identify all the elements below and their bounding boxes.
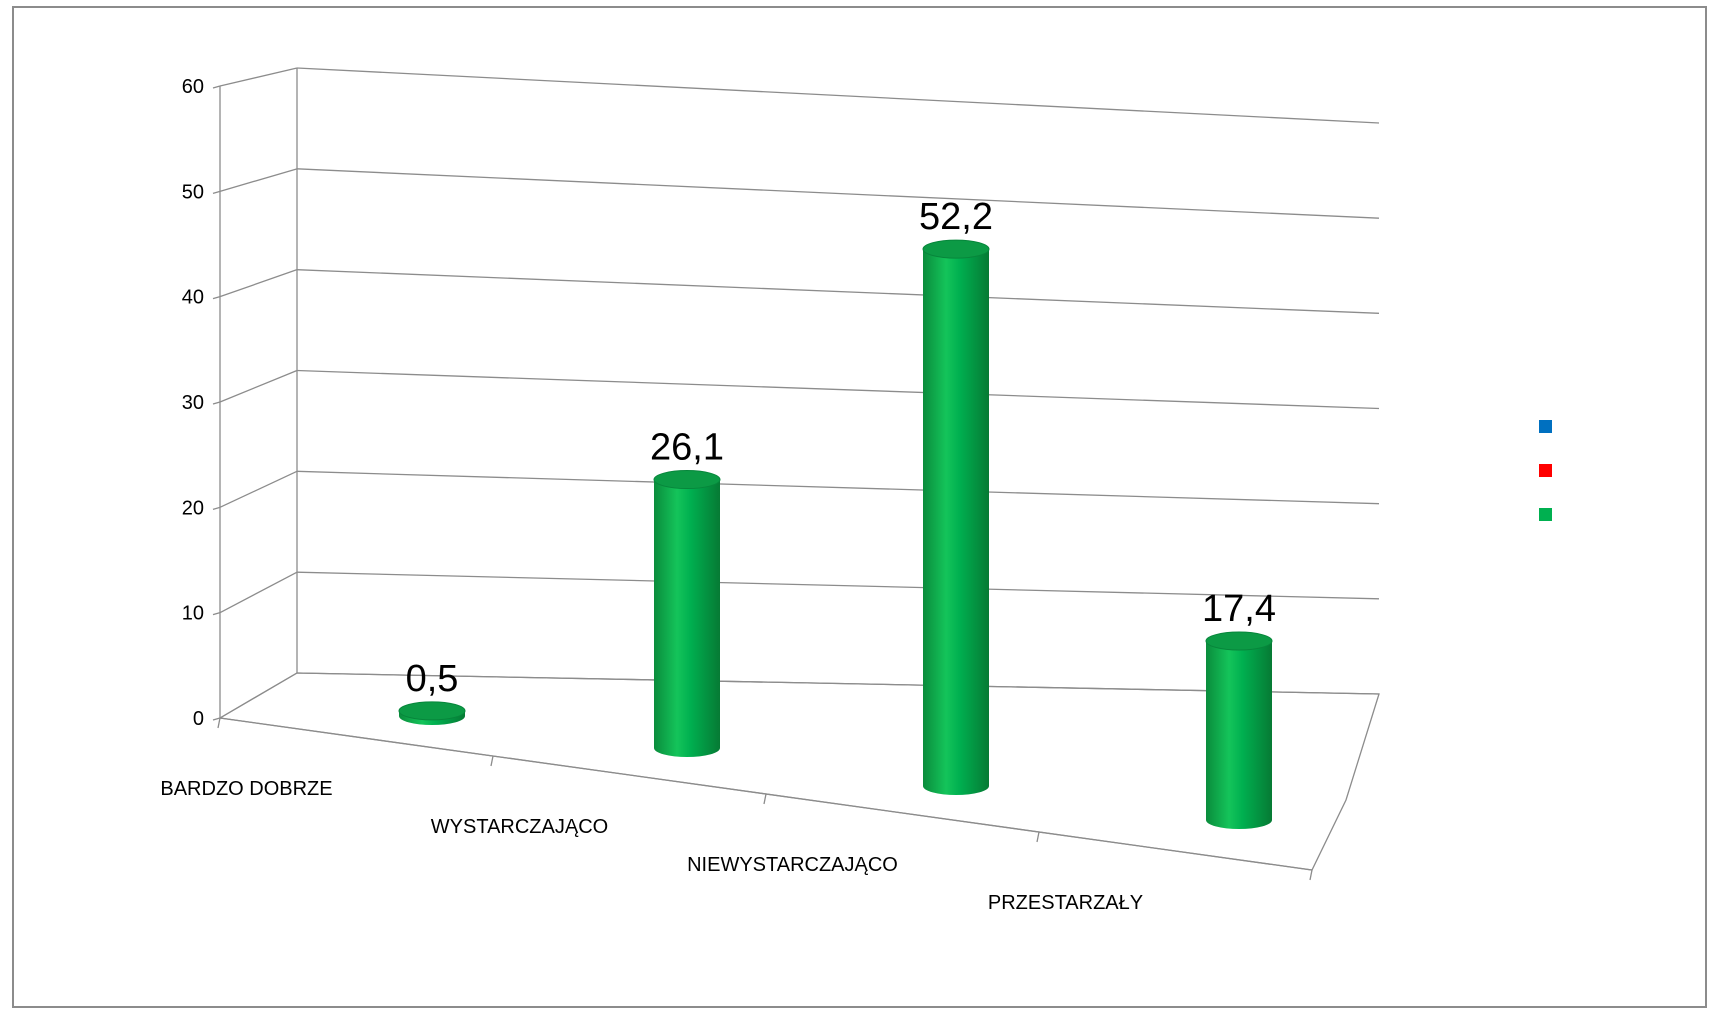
y-axis-tick-labels: 0 10 20 30 40 50 60 [182, 76, 204, 730]
chart-frame: 0 10 20 30 40 50 60 BARDZO DOBRZE WYSTARCZAJĄCO… [12, 6, 1707, 1008]
data-labels: 0,5 26,1 52,2 17,4 [406, 196, 1276, 700]
x-tick-label: WYSTARCZAJĄCO [431, 816, 608, 838]
legend-swatch [1539, 420, 1552, 433]
gridline [219, 67, 1380, 124]
gridline [219, 571, 1380, 614]
bar [922, 239, 990, 796]
data-label: 0,5 [406, 658, 459, 700]
y-tick-label: 30 [182, 392, 204, 414]
gridline [219, 470, 1380, 508]
gridline [219, 269, 1380, 314]
x-tick-label: PRZESTARZAŁY [988, 892, 1143, 914]
gridline [219, 168, 1380, 219]
bar-chart: 0 10 20 30 40 50 60 BARDZO DOBRZE WYSTARCZAJĄCO… [160, 67, 1552, 914]
legend-swatch [1539, 508, 1552, 521]
y-tick-label: 0 [193, 708, 204, 730]
bars [398, 239, 1273, 829]
legend-swatch [1539, 464, 1552, 477]
data-label: 17,4 [1202, 588, 1276, 630]
bar [398, 701, 466, 725]
axes [212, 68, 1380, 881]
data-label: 52,2 [919, 196, 993, 238]
gridline [219, 672, 1380, 719]
data-label: 26,1 [650, 427, 724, 469]
y-tick-label: 50 [182, 181, 204, 203]
y-tick-label: 10 [182, 603, 204, 625]
legend [1539, 420, 1552, 521]
bar [1205, 631, 1273, 829]
bar [653, 470, 721, 757]
floor [218, 672, 1380, 871]
gridline [219, 369, 1380, 410]
x-tick-label: NIEWYSTARCZAJĄCO [687, 854, 898, 876]
y-tick-label: 40 [182, 287, 204, 309]
x-axis-category-labels: BARDZO DOBRZE WYSTARCZAJĄCO NIEWYSTARCZAJĄ… [160, 778, 1143, 914]
y-tick-label: 20 [182, 497, 204, 519]
x-tick-label: BARDZO DOBRZE [160, 778, 332, 800]
y-tick-label: 60 [182, 76, 204, 98]
